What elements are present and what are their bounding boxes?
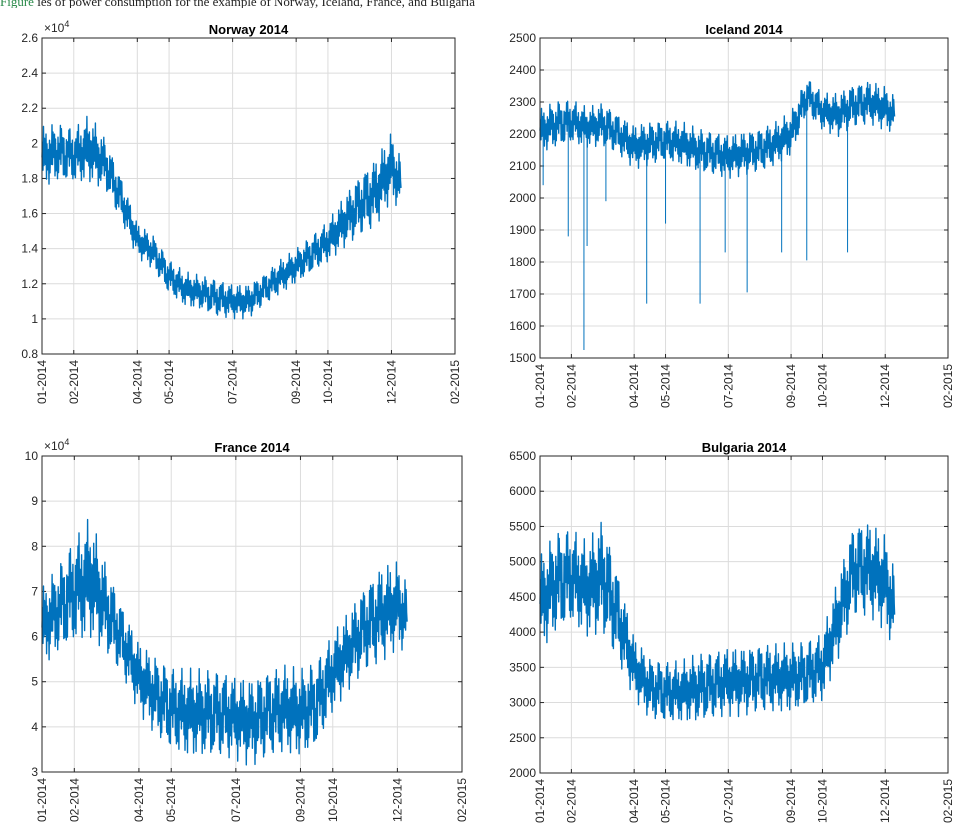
y-tick-label: 2200 <box>509 127 536 141</box>
chart-title: Iceland 2014 <box>705 22 783 37</box>
y-tick-label: 1.4 <box>21 242 38 256</box>
y-tick-label: 5500 <box>509 519 536 533</box>
x-tick-label: 05-2014 <box>164 778 178 822</box>
exponent-label: ×104 <box>44 437 69 453</box>
x-tick-label: 05-2014 <box>162 360 176 404</box>
norway-chart: 0.8 1 1.2 1.4 1.6 1.8 2 2.2 2.4 2.6 01-2014 02-2014… <box>21 19 462 404</box>
y-tick-label: 0.8 <box>21 347 38 361</box>
y-tick-label: 4 <box>31 720 38 734</box>
x-tick-label: 07-2014 <box>229 778 243 822</box>
y-tick-label: 5 <box>31 675 38 689</box>
y-tick-label: 2000 <box>509 766 536 780</box>
x-tick-label: 02-2014 <box>564 779 578 823</box>
x-tick-label: 09-2014 <box>289 360 303 404</box>
y-tick-label: 10 <box>25 449 39 463</box>
x-tick-label: 04-2014 <box>132 778 146 822</box>
x-tick-label: 02-2014 <box>67 778 81 822</box>
y-tick-label: 2500 <box>509 731 536 745</box>
y-tick-label: 1900 <box>509 223 536 237</box>
figure-caption: Figure ies of power consumption for the … <box>0 0 965 8</box>
x-tick-label: 07-2014 <box>721 364 735 408</box>
y-tick-label: 1.2 <box>21 277 38 291</box>
x-tick-label: 02-2015 <box>448 360 462 404</box>
y-tick-label: 2100 <box>509 159 536 173</box>
y-tick-label: 3 <box>31 765 38 779</box>
x-tick-label: 09-2014 <box>784 779 798 823</box>
series-line <box>41 115 402 320</box>
x-tick-label: 09-2014 <box>784 364 798 408</box>
x-tick-label: 10-2014 <box>815 779 829 823</box>
y-tick-label: 2 <box>31 136 38 150</box>
y-tick-label: 1.6 <box>21 207 38 221</box>
chart-title: Norway 2014 <box>209 22 289 37</box>
y-tick-label: 6 <box>31 630 38 644</box>
series-line <box>539 81 896 179</box>
y-tick-label: 1 <box>31 312 38 326</box>
y-tick-label: 1700 <box>509 287 536 301</box>
x-tick-label: 04-2014 <box>130 360 144 404</box>
y-tick-label: 2.4 <box>21 66 38 80</box>
y-tick-label: 4000 <box>509 625 536 639</box>
plot-frame <box>41 37 456 355</box>
y-tick-label: 2000 <box>509 191 536 205</box>
chart-title: Bulgaria 2014 <box>702 440 787 455</box>
series-line <box>539 521 896 721</box>
x-tick-label: 09-2014 <box>293 778 307 822</box>
x-tick-label: 02-2015 <box>941 364 955 408</box>
x-tick-label: 10-2014 <box>326 778 340 822</box>
x-tick-label: 12-2014 <box>878 364 892 408</box>
y-tick-label: 6000 <box>509 484 536 498</box>
y-tick-label: 1500 <box>509 351 536 365</box>
france-chart: 3 4 5 6 7 8 9 10 01-2014 02-2014 04-2014 05-2014 07-… <box>25 437 469 822</box>
x-tick-label: 10-2014 <box>321 360 335 404</box>
x-tick-label: 12-2014 <box>384 360 398 404</box>
x-tick-label: 01-2014 <box>533 779 547 823</box>
x-tick-label: 12-2014 <box>390 778 404 822</box>
x-tick-label: 05-2014 <box>659 779 673 823</box>
y-tick-label: 8 <box>31 539 38 553</box>
y-tick-label: 1800 <box>509 255 536 269</box>
caption-text: ies of power consumption for the example… <box>37 0 475 8</box>
plot-frame <box>41 455 463 773</box>
y-tick-label: 6500 <box>509 449 536 463</box>
figure-reference: Figure <box>0 0 34 8</box>
y-tick-label: 5000 <box>509 555 536 569</box>
x-tick-label: 05-2014 <box>659 364 673 408</box>
exponent-label: ×104 <box>44 19 69 35</box>
x-tick-label: 01-2014 <box>35 360 49 404</box>
y-tick-label: 3000 <box>509 696 536 710</box>
y-tick-label: 9 <box>31 494 38 508</box>
y-tick-label: 2.2 <box>21 101 38 115</box>
x-tick-label: 02-2014 <box>67 360 81 404</box>
y-tick-label: 4500 <box>509 590 536 604</box>
x-tick-label: 04-2014 <box>627 364 641 408</box>
y-tick-label: 3500 <box>509 660 536 674</box>
y-tick-label: 2300 <box>509 95 536 109</box>
x-tick-label: 10-2014 <box>815 364 829 408</box>
y-tick-label: 2.6 <box>21 31 38 45</box>
x-tick-label: 02-2015 <box>941 779 955 823</box>
iceland-chart: 1500 1600 1700 1800 1900 2000 2100 2200 2300 2400… <box>509 22 955 408</box>
y-tick-label: 2400 <box>509 63 536 77</box>
y-tick-label: 2500 <box>509 31 536 45</box>
y-tick-label: 1.8 <box>21 171 38 185</box>
chart-title: France 2014 <box>214 440 290 455</box>
x-tick-label: 01-2014 <box>533 364 547 408</box>
plot-frame <box>539 37 949 359</box>
x-tick-label: 07-2014 <box>226 360 240 404</box>
bulgaria-chart: 2000 2500 3000 3500 4000 4500 5000 5500 6000 6500… <box>509 440 955 823</box>
x-tick-label: 02-2014 <box>564 364 578 408</box>
x-tick-label: 04-2014 <box>627 779 641 823</box>
x-tick-label: 01-2014 <box>35 778 49 822</box>
x-tick-label: 02-2015 <box>455 778 469 822</box>
x-tick-label: 07-2014 <box>721 779 735 823</box>
plot-frame <box>539 455 949 774</box>
y-tick-label: 7 <box>31 584 38 598</box>
y-tick-label: 1600 <box>509 319 536 333</box>
x-tick-label: 12-2014 <box>878 779 892 823</box>
series-line <box>41 518 408 766</box>
